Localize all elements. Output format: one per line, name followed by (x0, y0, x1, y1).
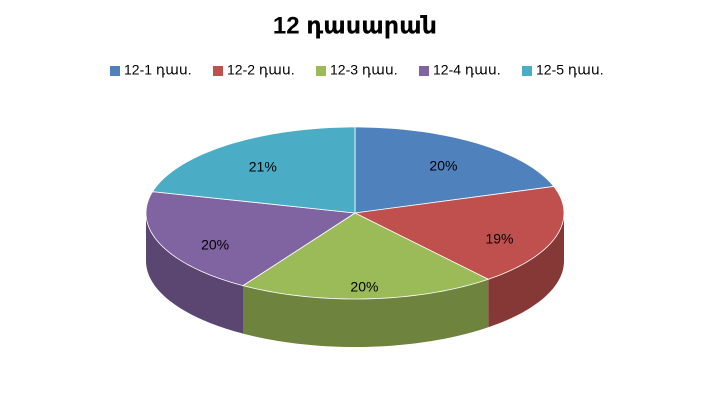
data-label: 20% (350, 279, 378, 295)
data-label: 19% (485, 230, 513, 246)
slice-side (243, 279, 489, 347)
legend-label: 12-2 դաս. (227, 62, 295, 78)
legend-swatch (316, 66, 326, 76)
slice-side (146, 213, 244, 334)
slice (353, 185, 565, 280)
data-label: 21% (249, 159, 277, 175)
slice (354, 126, 555, 214)
data-label: 20% (201, 236, 229, 252)
legend-swatch (522, 66, 532, 76)
legend-label: 12-4 դաս. (433, 62, 501, 78)
legend-swatch (110, 66, 120, 76)
legend-swatch (419, 66, 429, 76)
legend-swatch (213, 66, 223, 76)
slice (145, 191, 357, 287)
legend-label: 12-1 դաս. (124, 62, 192, 78)
data-label: 20% (429, 157, 457, 173)
chart-title: 12 դասարան (273, 12, 437, 39)
legend-label: 12-3 դաս. (330, 62, 398, 78)
slice (151, 126, 356, 214)
legend-label: 12-5 դաս. (536, 62, 604, 78)
slice (242, 212, 490, 300)
slice-side (488, 213, 564, 328)
